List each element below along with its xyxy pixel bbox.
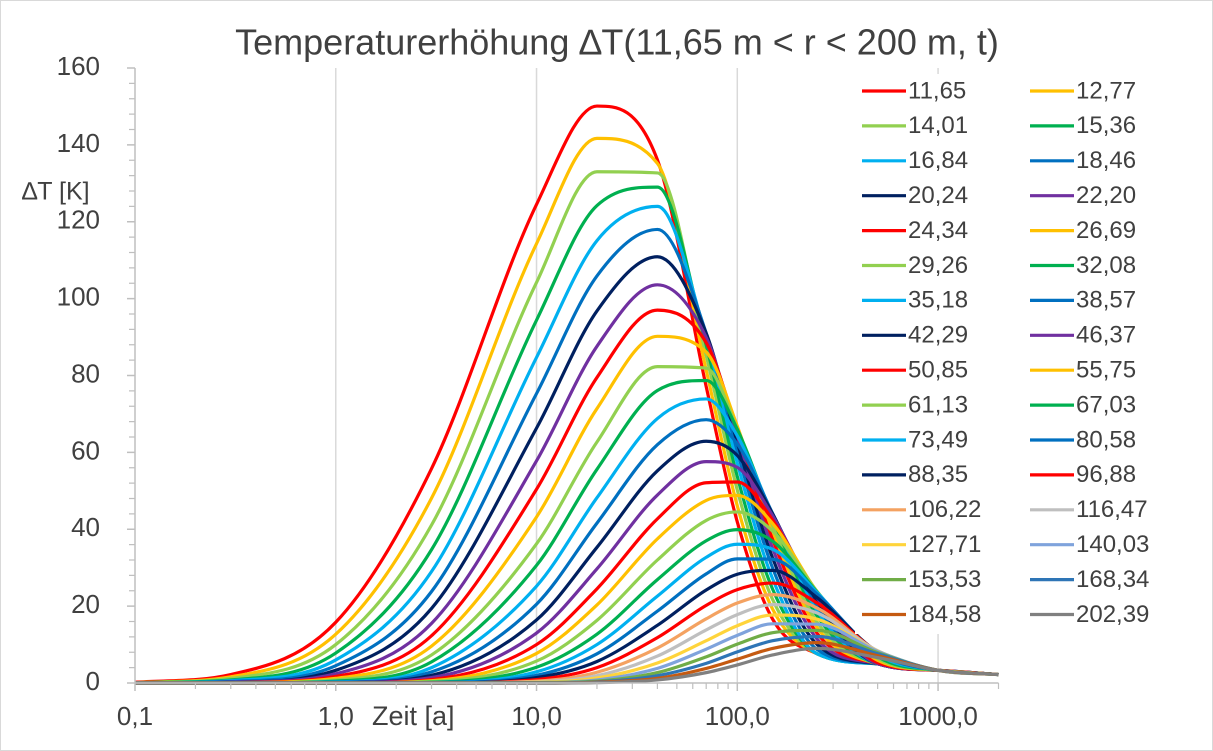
series-line — [134, 227, 999, 685]
legend-label: 73,49 — [908, 426, 968, 453]
legend-label: 26,69 — [1076, 217, 1136, 244]
legend-label: 202,39 — [1076, 601, 1149, 628]
y-tick-label: 80 — [71, 358, 100, 388]
y-tick-label: 20 — [71, 589, 100, 619]
series-line — [134, 308, 999, 685]
legend-label: 106,22 — [908, 496, 981, 523]
legend-label: 42,29 — [908, 322, 968, 349]
legend-label: 67,03 — [1076, 391, 1136, 418]
legend-background — [855, 74, 1190, 634]
legend-label: 80,58 — [1076, 426, 1136, 453]
legend-label: 140,03 — [1076, 531, 1149, 558]
axes: 0,1 1,0 10,0 100,0 1000,0 0 20 40 60 80 100 120 140 1… — [57, 51, 1000, 731]
legend-label: 46,37 — [1076, 322, 1136, 349]
series-line — [134, 204, 999, 685]
legend-label: 35,18 — [908, 287, 968, 314]
legend-label: 29,26 — [908, 252, 968, 279]
legend: 11,65 12,77 14,01 15,36 16,84 18,46 20,24 22,20… — [855, 74, 1190, 634]
legend-label: 15,36 — [1076, 112, 1136, 139]
legend-label: 184,58 — [908, 601, 981, 628]
y-tick-label: 40 — [71, 512, 100, 542]
legend-label: 55,75 — [1076, 357, 1136, 384]
x-axis-label: Zeit [a] — [372, 701, 455, 731]
x-tick-label: 0,1 — [117, 701, 153, 731]
x-tick-label: 1,0 — [318, 701, 354, 731]
series-line — [134, 283, 999, 685]
x-tick-label: 100,0 — [705, 701, 770, 731]
legend-label: 116,47 — [1076, 496, 1148, 523]
legend-label: 168,34 — [1076, 566, 1149, 593]
legend-label: 61,13 — [908, 391, 968, 418]
legend-label: 153,53 — [908, 566, 981, 593]
y-tick-label: 120 — [57, 205, 100, 235]
legend-label: 12,77 — [1076, 77, 1136, 104]
legend-label: 127,71 — [908, 531, 981, 558]
legend-label: 22,20 — [1076, 182, 1136, 209]
legend-label: 96,88 — [1076, 461, 1136, 488]
legend-label: 32,08 — [1076, 252, 1136, 279]
y-axis-label: ∆T [K] — [22, 178, 90, 206]
x-tick-label: 10,0 — [511, 701, 562, 731]
legend-label: 50,85 — [908, 357, 968, 384]
legend-label: 38,57 — [1076, 287, 1136, 314]
y-tick-label: 160 — [57, 51, 100, 81]
legend-label: 88,35 — [908, 461, 968, 488]
x-tick-label: 1000,0 — [898, 701, 978, 731]
legend-label: 11,65 — [908, 77, 966, 104]
legend-label: 18,46 — [1076, 147, 1136, 174]
legend-label: 14,01 — [908, 112, 968, 139]
y-tick-label: 140 — [57, 128, 100, 158]
legend-label: 16,84 — [908, 147, 968, 174]
y-tick-label: 0 — [86, 666, 100, 696]
series-line — [134, 255, 999, 685]
legend-label: 20,24 — [908, 182, 968, 209]
y-tick-label: 100 — [57, 282, 100, 312]
y-tick-label: 60 — [71, 435, 100, 465]
chart-title: Temperaturerhöhung ∆T(11,65 m < r < 200 … — [235, 22, 999, 63]
legend-label: 24,34 — [908, 217, 968, 244]
